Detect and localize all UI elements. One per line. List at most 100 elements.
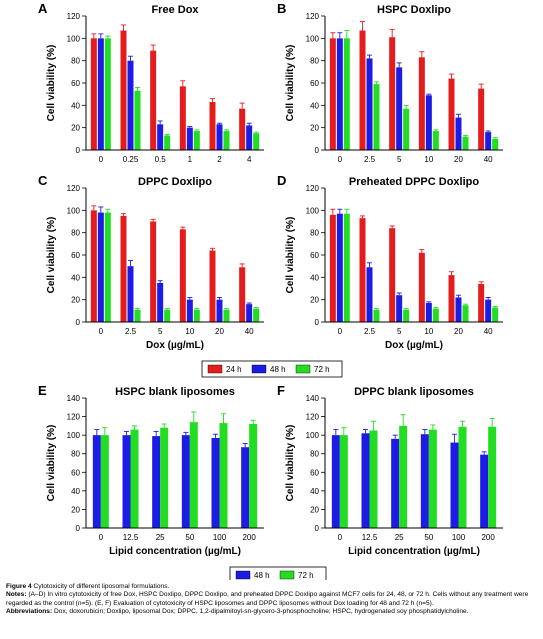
bar xyxy=(134,309,141,322)
x-tick-label: 4 xyxy=(247,155,252,164)
bar xyxy=(253,308,260,322)
bar xyxy=(418,57,425,150)
x-tick-label: 40 xyxy=(484,155,493,164)
bar xyxy=(336,38,343,151)
bar xyxy=(160,427,169,528)
bar xyxy=(189,422,198,528)
abbrev-label: Abbreviations: xyxy=(6,607,53,615)
x-tick-label: 5 xyxy=(397,155,402,164)
bar xyxy=(127,60,134,150)
x-tick-label: 2.5 xyxy=(364,155,376,164)
bar xyxy=(150,221,157,322)
bar xyxy=(478,88,485,150)
bar xyxy=(478,284,485,322)
x-tick-label: 10 xyxy=(424,155,433,164)
y-tick-label: 40 xyxy=(71,101,80,110)
bar xyxy=(104,212,111,322)
y-tick-label: 100 xyxy=(67,206,81,215)
x-tick-label: 50 xyxy=(424,533,433,542)
legend-swatch xyxy=(279,570,295,580)
x-tick-label: 20 xyxy=(454,155,463,164)
bar xyxy=(216,124,223,150)
panel-letter-d: D xyxy=(277,173,286,188)
caption-abbrev-line: Abbreviations: Dox, doxorubicin; Doxlipo… xyxy=(6,608,538,616)
x-tick-label: 10 xyxy=(424,327,433,336)
x-tick-label: 200 xyxy=(242,533,256,542)
panel-title-d: Preheated DPPC Doxlipo xyxy=(349,176,479,188)
bar xyxy=(164,309,171,322)
bar xyxy=(391,438,400,528)
x-tick-label: 5 xyxy=(397,327,402,336)
x-tick-label: 100 xyxy=(452,533,466,542)
x-axis-title: Lipid concentration (µg/mL) xyxy=(348,546,480,557)
legend-label: 72 h xyxy=(298,571,314,580)
bar xyxy=(418,252,425,322)
y-tick-label: 0 xyxy=(76,318,81,327)
bar xyxy=(389,228,396,322)
y-tick-label: 0 xyxy=(76,524,81,533)
bar xyxy=(209,101,216,150)
x-tick-label: 0 xyxy=(99,327,104,336)
bar xyxy=(331,435,340,528)
figure-label: Figure 4 xyxy=(6,583,32,590)
bar xyxy=(134,90,141,150)
bar xyxy=(246,125,253,150)
y-tick-label: 120 xyxy=(67,12,81,21)
panel-title-c: DPPC Doxlipo xyxy=(138,176,212,188)
bar xyxy=(448,78,455,150)
bar xyxy=(448,275,455,322)
legend-swatch xyxy=(295,364,311,374)
y-tick-label: 100 xyxy=(306,34,320,43)
x-tick-label: 20 xyxy=(454,327,463,336)
y-tick-label: 60 xyxy=(310,251,319,260)
legend-label: 72 h xyxy=(314,365,330,374)
legend-swatch xyxy=(235,570,251,580)
y-tick-label: 60 xyxy=(71,79,80,88)
bar xyxy=(403,108,410,150)
panel-letter-c: C xyxy=(38,173,48,188)
y-tick-label: 40 xyxy=(310,101,319,110)
x-tick-label: 2.5 xyxy=(125,327,137,336)
bar xyxy=(97,38,104,151)
bar xyxy=(488,426,497,528)
y-tick-label: 120 xyxy=(306,184,320,193)
y-tick-label: 80 xyxy=(71,450,80,459)
y-tick-label: 120 xyxy=(306,12,320,21)
bar xyxy=(179,229,186,322)
bar xyxy=(211,437,220,528)
panel-letter-e: E xyxy=(38,383,47,398)
x-axis-title: Dox (µg/mL) xyxy=(146,340,204,351)
bar xyxy=(343,38,350,151)
bar xyxy=(104,38,111,151)
y-tick-label: 120 xyxy=(306,413,320,422)
legend-bottom: 48 h 72 h xyxy=(229,566,327,580)
panel-title-e: HSPC blank liposomes xyxy=(115,386,235,398)
x-tick-label: 100 xyxy=(213,533,227,542)
figure-title: Cytotoxicity of different liposomal form… xyxy=(33,583,170,590)
panel-title-f: DPPC blank liposomes xyxy=(354,386,474,398)
bar xyxy=(92,435,101,528)
y-axis-title: Cell viability (%) xyxy=(285,217,296,294)
caption-notes-line: Notes: (A–D) In vitro cytotoxicity of fr… xyxy=(6,591,538,608)
bar xyxy=(361,433,370,528)
bar xyxy=(359,30,366,151)
bar xyxy=(339,435,348,528)
y-axis-title: Cell viability (%) xyxy=(46,217,57,294)
bar xyxy=(179,86,186,150)
y-tick-label: 120 xyxy=(67,184,81,193)
y-tick-label: 60 xyxy=(71,251,80,260)
bar xyxy=(90,38,97,151)
y-tick-label: 60 xyxy=(310,79,319,88)
panel-f: F DPPC blank liposomes 0 20 40 60 80 100 120 140 C… xyxy=(277,383,503,557)
panel-title-b: HSPC Doxlipo xyxy=(377,4,451,16)
bar xyxy=(366,267,373,322)
x-tick-label: 200 xyxy=(481,533,495,542)
y-tick-label: 40 xyxy=(310,487,319,496)
bar xyxy=(389,37,396,150)
bar xyxy=(157,282,164,322)
legend-swatch xyxy=(251,364,267,374)
bar xyxy=(492,307,499,322)
bar xyxy=(396,67,403,150)
